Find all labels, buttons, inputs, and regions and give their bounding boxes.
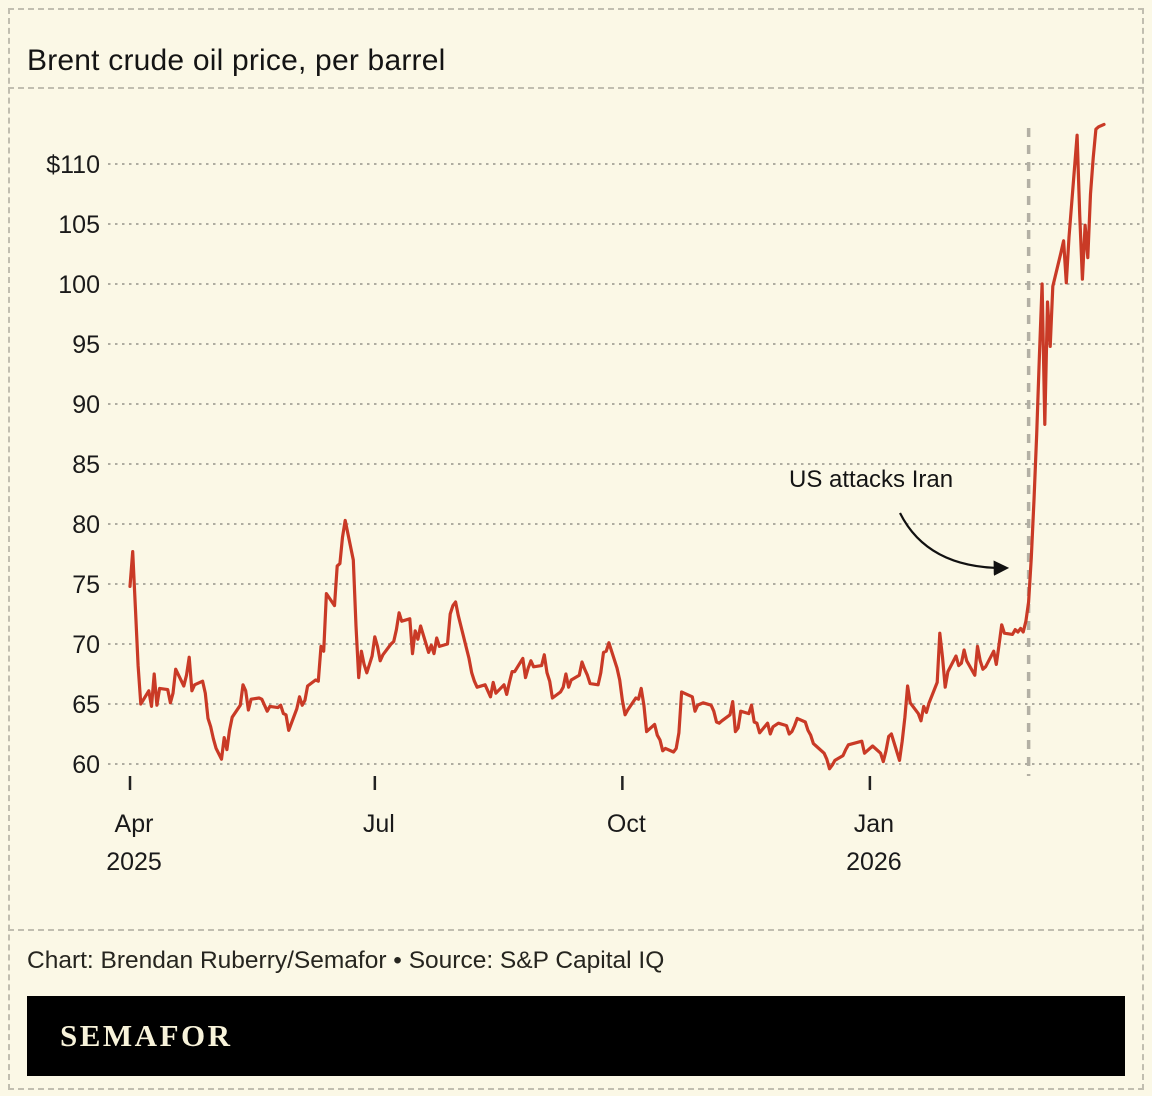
y-axis-label: 105 <box>58 211 100 239</box>
y-axis-label: 70 <box>72 631 100 659</box>
y-axis-label: 90 <box>72 391 100 419</box>
x-axis-label: Oct <box>607 810 646 838</box>
source-credit: Chart: Brendan Ruberry/Semafor • Source:… <box>27 947 665 974</box>
y-axis-label: 75 <box>72 571 100 599</box>
x-axis-label: Jan <box>854 810 894 838</box>
price-chart: 60 65 70 75 80 85 90 95 100 105 $110 Apr 2025 Jul Oct J… <box>46 122 1142 876</box>
footer-separator <box>8 929 1144 931</box>
y-axis-label: $110 <box>46 151 100 179</box>
page-title: Brent crude oil price, per barrel <box>27 44 446 78</box>
y-axis-label: 95 <box>72 331 100 359</box>
x-axis-label: Apr <box>115 810 154 838</box>
annotation-text: US attacks Iran <box>789 466 954 493</box>
x-axis-label: Jul <box>363 810 395 838</box>
y-axis-label: 60 <box>72 751 100 779</box>
price-line <box>128 122 1106 771</box>
y-axis-label: 85 <box>72 451 100 479</box>
title-separator <box>8 87 1144 89</box>
annotation-arrow <box>899 512 1010 576</box>
y-axis-label: 80 <box>72 511 100 539</box>
x-axis-sublabel: 2025 <box>106 848 162 876</box>
y-axis-label: 65 <box>72 691 100 719</box>
y-axis-label: 100 <box>58 271 100 299</box>
x-axis-sublabel: 2026 <box>846 848 902 876</box>
logo-bar: SEMAFOR <box>27 996 1125 1076</box>
semafor-logo: SEMAFOR <box>60 1018 233 1053</box>
